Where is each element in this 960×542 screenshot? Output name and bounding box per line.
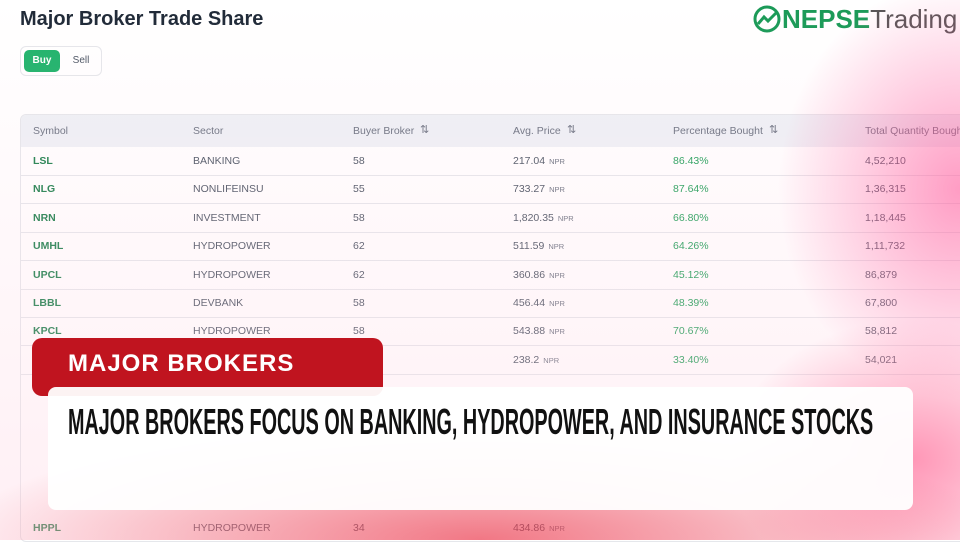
table-cell: 62: [353, 240, 365, 253]
table-row: UMHL HYDROPOWER 62 511.59 NPR 64.26% 1,11,732: [21, 232, 960, 262]
column-header: Percentage Bought: [673, 125, 763, 137]
table-cell: 34: [353, 522, 365, 534]
currency-unit: NPR: [549, 185, 565, 195]
currency-unit: NPR: [549, 524, 565, 533]
column-header: Buyer Broker: [353, 125, 415, 137]
table-cell: 54,021: [865, 353, 898, 366]
table-cell: NRN: [33, 211, 56, 224]
table-cell: 1,18,445: [865, 211, 906, 224]
currency-unit: NPR: [549, 270, 565, 280]
table-cell: 217.04 NPR: [513, 155, 565, 167]
table-cell: 511.59 NPR: [513, 240, 565, 253]
column-header: Total Quantity Bought: [865, 125, 960, 137]
table-cell: 70.67%: [673, 325, 709, 338]
table-cell: 238.2 NPR: [513, 353, 560, 366]
table-row: HPPL HYDROPOWER 34 434.86 NPR: [21, 514, 960, 541]
table-cell: HYDROPOWER: [193, 240, 271, 253]
table-cell: 4,52,210: [865, 155, 906, 167]
table-cell: HYDROPOWER: [193, 522, 271, 534]
table-cell: 87.64%: [673, 183, 709, 196]
table-cell: UPCL: [33, 268, 62, 281]
table-cell: 62: [353, 268, 365, 281]
sell-button[interactable]: Sell: [72, 55, 90, 66]
table-cell: 86.43%: [673, 155, 709, 167]
buy-button[interactable]: Buy: [24, 50, 60, 72]
buy-sell-toggle: Buy Sell: [20, 46, 102, 76]
currency-unit: NPR: [557, 213, 574, 223]
headline-box: MAJOR BROKERS FOCUS ON BANKING, HYDROPOW…: [48, 387, 913, 510]
currency-unit: NPR: [549, 327, 565, 337]
table-cell: 48.39%: [673, 297, 709, 309]
table-cell: 1,36,315: [865, 183, 906, 196]
table-header: Symbol Sector Buyer Broker ⇅ Avg. Price ⇅ Perc…: [21, 115, 960, 147]
headline: MAJOR BROKERS FOCUS ON BANKING, HYDROPOW…: [68, 401, 874, 442]
table-row: UPCL HYDROPOWER 62 360.86 NPR 45.12% 86,879: [21, 261, 960, 290]
table-cell: HYDROPOWER: [193, 325, 271, 338]
table-cell: 58: [353, 325, 365, 338]
table-row: NRN INVESTMENT 58 1,820.35 NPR 66.80% 1,18,445: [21, 204, 960, 233]
table-row: LBBL DEVBANK 58 456.44 NPR 48.39% 67,800: [21, 289, 960, 318]
table-cell: 58: [353, 297, 365, 309]
sort-icon: ⇅: [567, 124, 577, 136]
column-header: Sector: [193, 125, 224, 137]
logo-suffix: Trading: [870, 4, 958, 34]
table-cell: 1,11,732: [865, 240, 906, 253]
table-cell: 1,820.35 NPR: [513, 211, 574, 224]
table-cell: LBBL: [33, 297, 61, 309]
table-cell: 55: [353, 183, 365, 196]
currency-unit: NPR: [549, 157, 565, 166]
table-cell: 58,812: [865, 325, 898, 338]
table-cell: NLG: [33, 183, 56, 196]
table-cell: 66.80%: [673, 211, 709, 224]
table-row: LSL BANKING 58 217.04 NPR 86.43% 4,52,210: [21, 147, 960, 176]
logo-brand: NEPSE: [782, 4, 871, 34]
currency-unit: NPR: [548, 242, 565, 252]
table-cell: 86,879: [865, 268, 898, 281]
currency-unit: NPR: [549, 299, 565, 308]
table-row: NLG NONLIFEINSU 55 733.27 NPR 87.64% 1,36,315: [21, 175, 960, 205]
table-cell: 33.40%: [673, 353, 709, 366]
currency-unit: NPR: [543, 355, 560, 365]
table-cell: 434.86 NPR: [513, 522, 565, 534]
logo: NEPSETrading: [752, 4, 957, 35]
column-header: Symbol: [33, 125, 69, 137]
table-cell: KPCL: [33, 325, 62, 338]
column-header: Avg. Price: [513, 125, 561, 137]
table-cell: 58: [353, 211, 365, 224]
table-cell: 733.27 NPR: [513, 183, 565, 196]
table-cell: 360.86 NPR: [513, 268, 565, 281]
table-cell: UMHL: [33, 240, 64, 253]
banner-label: MAJOR BROKERS: [32, 338, 383, 396]
table-cell: 58: [353, 155, 365, 167]
table-cell: INVESTMENT: [193, 211, 261, 224]
table-cell: HYDROPOWER: [193, 268, 271, 281]
table-cell: BANKING: [193, 155, 241, 167]
sort-icon: ⇅: [769, 124, 779, 136]
table-cell: 64.26%: [673, 240, 709, 253]
table-cell: 45.12%: [673, 268, 709, 281]
table-cell: DEVBANK: [193, 297, 244, 309]
table-cell: 456.44 NPR: [513, 297, 565, 309]
table-cell: HPPL: [33, 522, 62, 534]
sort-icon: ⇅: [420, 124, 430, 136]
table-cell: LSL: [33, 155, 53, 167]
page-title: Major Broker Trade Share: [20, 8, 264, 30]
table-cell: 67,800: [865, 297, 898, 309]
logo-icon: [753, 5, 781, 33]
table-cell: 543.88 NPR: [513, 325, 565, 338]
table-cell: NONLIFEINSU: [193, 183, 264, 196]
